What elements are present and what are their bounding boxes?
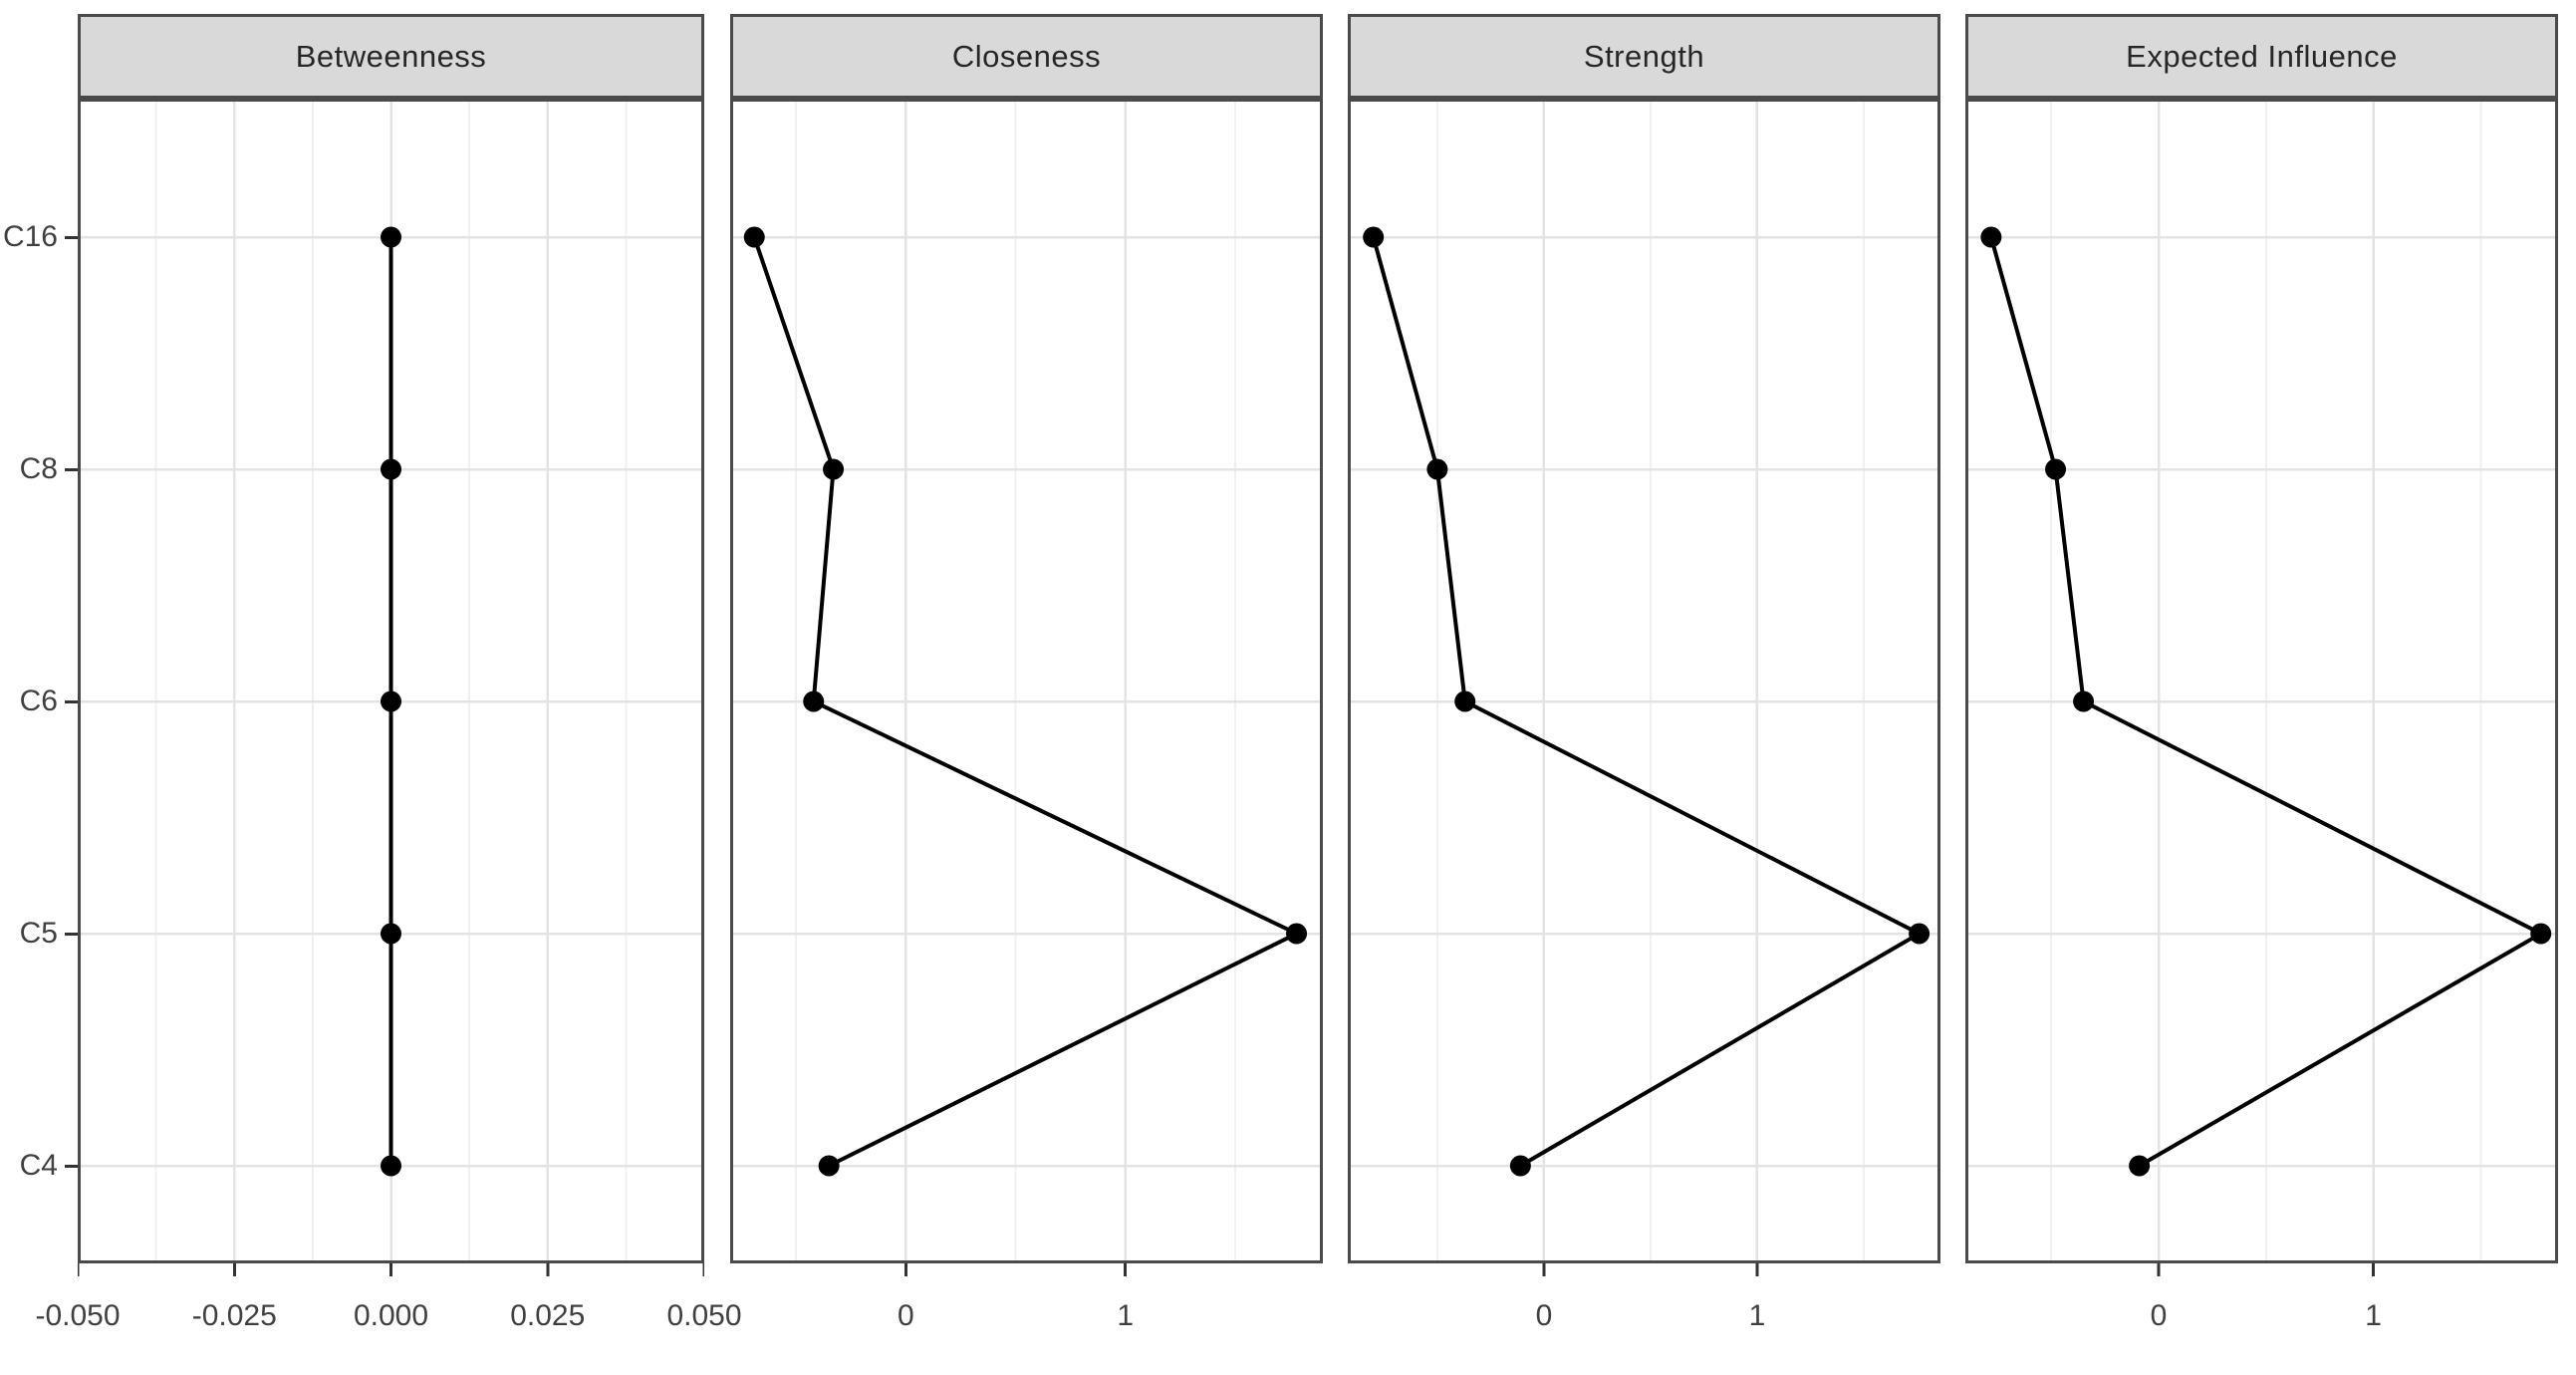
plot-area [1348,99,1940,1276]
x-axis: -0.050 -0.025 0.000 0.025 0.050 [35,1299,741,1339]
y-axis: C16 C8 C6 C5 C4 [0,0,78,1375]
facet-title: Expected Influence [2126,38,2398,74]
y-tick-mark [65,1164,78,1168]
facet-title: Closeness [951,38,1102,74]
x-tick-marks [1542,1263,1759,1276]
y-tick-mark [65,467,78,471]
data-point [2530,923,2552,945]
data-point [2045,458,2067,480]
plot-area [1965,99,2558,1276]
y-axis-label: C6 [19,685,58,717]
x-tick-label: 0 [897,1299,914,1332]
x-tick-label: -0.050 [35,1299,121,1332]
data-point [381,923,401,945]
facet-closeness: Closeness 0 1 [730,14,1323,1332]
panel-border [730,99,1323,1263]
data-point [381,1155,401,1177]
data-point [743,226,765,248]
y-tick-mark [65,235,78,239]
x-tick-label: 0 [1535,1299,1553,1332]
data-point [1454,690,1476,712]
data-points [381,226,401,1177]
gridlines [730,99,1323,1263]
panel-border [78,99,704,1263]
x-tick-label: 0.050 [666,1299,742,1332]
x-tick-label: 1 [1117,1299,1134,1332]
gridlines [1348,99,1940,1263]
y-axis-label: C8 [19,452,58,485]
facet-expected-influence: Expected Influence 0 1 [1965,14,2558,1332]
x-tick-label: 0 [2150,1299,2168,1332]
x-tick-label: -0.025 [191,1299,277,1332]
facet-betweenness: Betweenness -0.050 -0.025 0.000 0.025 0.050 [35,14,742,1332]
x-tick-label: 1 [2365,1299,2382,1332]
data-points [1980,226,2552,1177]
data-points [1363,226,1931,1177]
facet-strip: Expected Influence [1965,14,2558,99]
plot-area [730,99,1323,1276]
data-point [381,690,401,712]
data-point [1286,923,1308,945]
data-point [1980,226,2002,248]
y-tick-mark [65,932,78,936]
y-tick-mark [65,699,78,703]
x-tick-label: 1 [1748,1299,1766,1332]
data-point [381,458,401,480]
y-axis-label: C4 [19,1149,58,1182]
panel-border [1965,99,2558,1263]
plot-area [78,99,704,1276]
gridlines [1965,99,2558,1263]
x-tick-marks [2157,1263,2376,1276]
data-point [1363,226,1385,248]
data-point [1426,458,1448,480]
facet-title: Strength [1583,38,1705,74]
x-tick-marks [903,1263,1128,1276]
data-point [818,1155,840,1177]
data-points [743,226,1308,1177]
facet-strength: Strength 0 1 [1348,14,1940,1332]
facet-strip: Strength [1348,14,1940,99]
x-tick-label: 0.025 [510,1299,586,1332]
data-point [1509,1155,1531,1177]
data-point [381,226,401,248]
facet-strip: Betweenness [78,14,704,99]
x-tick-label: 0.000 [353,1299,429,1332]
data-point [1909,923,1931,945]
data-point [803,690,825,712]
data-point [2073,690,2095,712]
y-axis-label: C16 [2,220,58,253]
data-point [2129,1155,2151,1177]
facet-title: Betweenness [295,38,487,74]
y-axis-label: C5 [19,917,58,950]
facet-strip: Closeness [730,14,1323,99]
x-tick-marks [78,1263,704,1276]
panel-border [1348,99,1940,1263]
data-point [823,458,845,480]
